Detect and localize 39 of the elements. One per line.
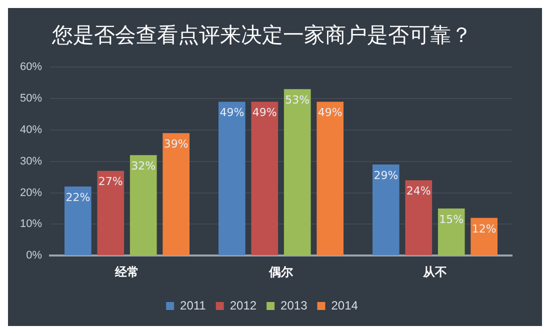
legend-label: 2013 [280,298,308,312]
y-tick-label: 60% [20,61,42,74]
data-label: 49% [252,106,277,120]
data-label: 53% [285,94,310,107]
bar [372,164,400,256]
legend-label: 2012 [230,298,257,312]
data-label: 49% [220,106,244,120]
data-label: 24% [406,184,431,198]
legend-label: 2011 [180,298,206,312]
bar [470,218,498,256]
bar [64,186,92,256]
bar [130,155,157,256]
y-tick-label: 40% [20,124,42,136]
bar [405,180,432,256]
data-label: 27% [98,175,123,188]
y-tick-label: 10% [20,218,42,230]
data-label: 32% [131,159,156,172]
bar [438,208,465,256]
bar [316,102,344,256]
y-tick-label: 50% [20,92,42,105]
legend-label: 2014 [331,298,358,312]
bar [284,89,311,256]
bar [251,102,278,256]
data-label: 39% [164,138,188,150]
data-label: 49% [318,106,342,120]
data-label: 22% [66,190,90,204]
x-tick-label: 从不 [422,265,448,280]
y-tick-label: 20% [20,186,42,199]
bar [218,102,246,256]
bar [162,133,190,256]
x-tick-label: 经常 [114,265,140,280]
y-tick-label: 30% [20,155,42,168]
data-label: 15% [439,212,464,226]
y-tick-label: 0% [26,250,42,262]
bar [97,170,124,256]
data-label: 29% [374,168,398,182]
x-tick-label: 偶尔 [268,265,294,280]
chart-title: 您是否会查看点评来决定一家商户是否可靠？ [51,23,472,48]
data-label: 12% [472,222,496,236]
